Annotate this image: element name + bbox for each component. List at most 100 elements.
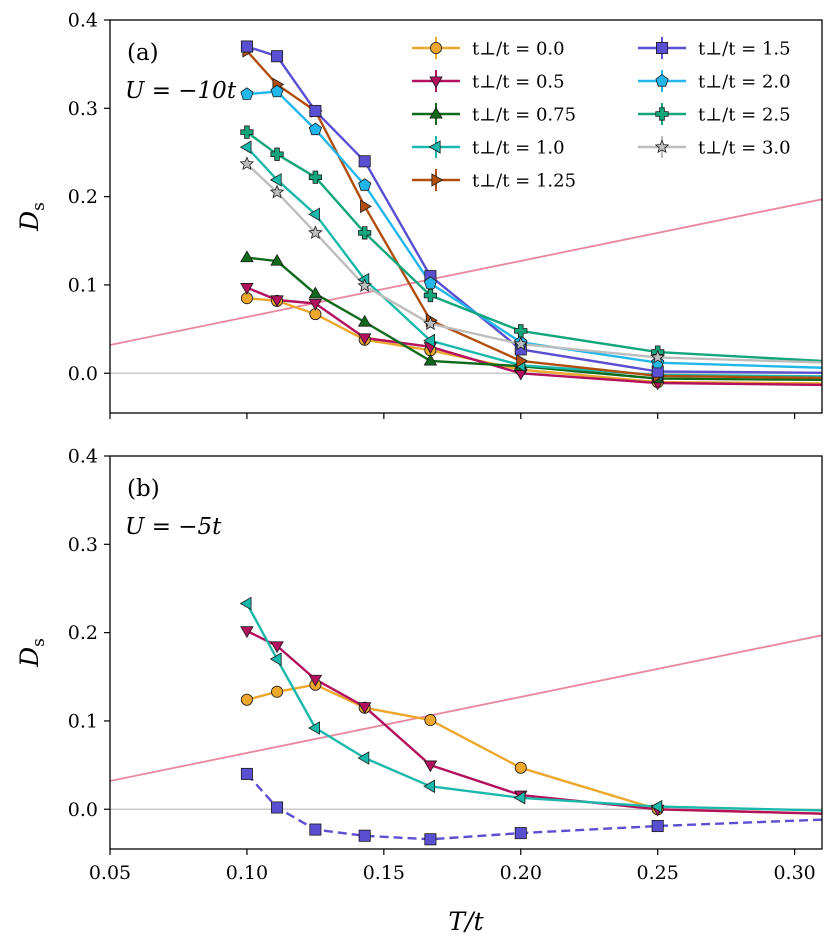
data-point-s15 (240, 767, 253, 780)
y-axis-label: Ds (15, 202, 49, 232)
legend-entry-s20: t⊥/t = 2.0 (638, 70, 791, 93)
legend-marker (656, 42, 668, 54)
series-line-s075 (246, 256, 822, 382)
data-point-s15 (424, 833, 437, 846)
plot-area (110, 40, 822, 391)
x-tick-label: 0.20 (500, 862, 542, 884)
panel-label: (a) (127, 40, 159, 66)
data-point-s10 (423, 333, 435, 348)
data-point-s075 (240, 250, 254, 263)
legend: t⊥/t = 0.0 t⊥/t = 0.5 t⊥/t = 0.75 t⊥/t = 1.… (412, 37, 791, 192)
legend-label: t⊥/t = 0.5 (472, 72, 565, 93)
reference-line (110, 198, 822, 346)
y-tick-label: 0.3 (68, 534, 98, 556)
data-point-s15 (309, 823, 322, 836)
data-point-s00 (240, 693, 253, 706)
legend-marker (431, 173, 444, 187)
legend-entry-s10: t⊥/t = 1.0 (412, 136, 565, 159)
series-line-s05 (246, 629, 822, 815)
y-axis-label: Ds (15, 638, 49, 668)
y-tick-label: 0.0 (68, 363, 98, 385)
data-point-s15 (240, 40, 253, 53)
legend-label: t⊥/t = 0.0 (472, 39, 565, 60)
legend-label: t⊥/t = 2.5 (698, 105, 791, 126)
data-point-s10 (308, 207, 320, 222)
panel-annotation: U = −10t (125, 78, 237, 104)
y-tick-label: 0.3 (68, 98, 98, 120)
data-point-s05 (270, 641, 284, 654)
legend-entry-s125: t⊥/t = 1.25 (412, 169, 576, 192)
panel-label: (b) (127, 476, 160, 502)
legend-entry-s30: t⊥/t = 3.0 (638, 136, 791, 159)
legend-marker (430, 42, 442, 54)
data-point-s10 (269, 652, 282, 666)
y-tick-label: 0.2 (68, 622, 98, 644)
data-point-s05 (423, 760, 438, 773)
data-point-s075 (308, 286, 323, 299)
data-point-s125 (516, 354, 528, 368)
x-tick-label: 0.15 (363, 862, 405, 884)
series-line-s00 (246, 297, 822, 385)
legend-label: t⊥/t = 0.75 (472, 105, 576, 126)
legend-marker (655, 107, 669, 121)
data-point-s00 (514, 761, 527, 774)
data-point-s30 (269, 184, 285, 199)
data-point-s05 (240, 626, 254, 639)
plot-area (110, 596, 822, 846)
data-point-s25 (270, 147, 284, 161)
data-point-s05 (240, 283, 254, 295)
legend-entry-s00: t⊥/t = 0.0 (412, 37, 565, 60)
data-point-s075 (423, 353, 438, 366)
y-tick-label: 0.1 (68, 274, 98, 296)
legend-label: t⊥/t = 1.5 (698, 39, 791, 60)
series-line-s10 (245, 602, 822, 812)
series-line-s30 (246, 163, 822, 364)
series-line-s15 (246, 773, 822, 841)
data-point-s075 (357, 314, 372, 327)
data-point-s00 (271, 685, 284, 698)
data-point-s10 (239, 596, 252, 611)
data-point-s25 (240, 125, 254, 139)
legend-entry-s25: t⊥/t = 2.5 (638, 103, 791, 126)
data-point-s10 (308, 721, 320, 735)
legend-label: t⊥/t = 3.0 (698, 138, 791, 159)
data-point-s30 (650, 349, 665, 364)
series-line-s15 (246, 45, 822, 375)
y-tick-label: 0.0 (68, 799, 98, 821)
data-point-s10 (423, 779, 435, 794)
data-point-s30 (423, 316, 438, 330)
data-point-s10 (513, 791, 526, 805)
series-line-s20 (246, 90, 822, 369)
data-point-s15 (651, 820, 664, 833)
data-point-s15 (514, 827, 527, 840)
data-point-s25 (358, 226, 372, 240)
data-point-s25 (514, 324, 528, 338)
plot-frame (109, 19, 823, 414)
data-point-s05 (308, 298, 323, 311)
data-point-s30 (239, 156, 255, 171)
y-tick-label: 0.4 (68, 10, 98, 32)
panel-b: 0.0 0.1 0.2 0.3 0.4 0.05 0.10 0.15 0.20 0.25 0.30 D… (15, 446, 823, 884)
data-point-s05 (357, 702, 372, 715)
data-point-s15 (309, 104, 322, 117)
data-point-s15 (271, 50, 284, 63)
data-point-s10 (239, 140, 252, 154)
data-point-s20 (308, 122, 322, 136)
data-point-s25 (308, 170, 322, 184)
data-point-s15 (271, 801, 284, 814)
x-tick-label: 0.05 (89, 862, 131, 884)
legend-entry-s15: t⊥/t = 1.5 (638, 37, 791, 60)
y-tick-label: 0.2 (68, 186, 98, 208)
data-point-s20 (270, 84, 284, 98)
x-tick-label: 0.10 (226, 862, 268, 884)
legend-entry-s05: t⊥/t = 0.5 (412, 70, 565, 93)
y-tick-label: 0.1 (68, 710, 98, 732)
legend-entry-s075: t⊥/t = 0.75 (412, 103, 576, 126)
legend-marker (429, 76, 443, 89)
x-tick-label: 0.25 (637, 862, 679, 884)
data-point-s25 (423, 288, 437, 303)
data-point-s20 (423, 276, 437, 289)
data-point-s20 (240, 87, 254, 100)
